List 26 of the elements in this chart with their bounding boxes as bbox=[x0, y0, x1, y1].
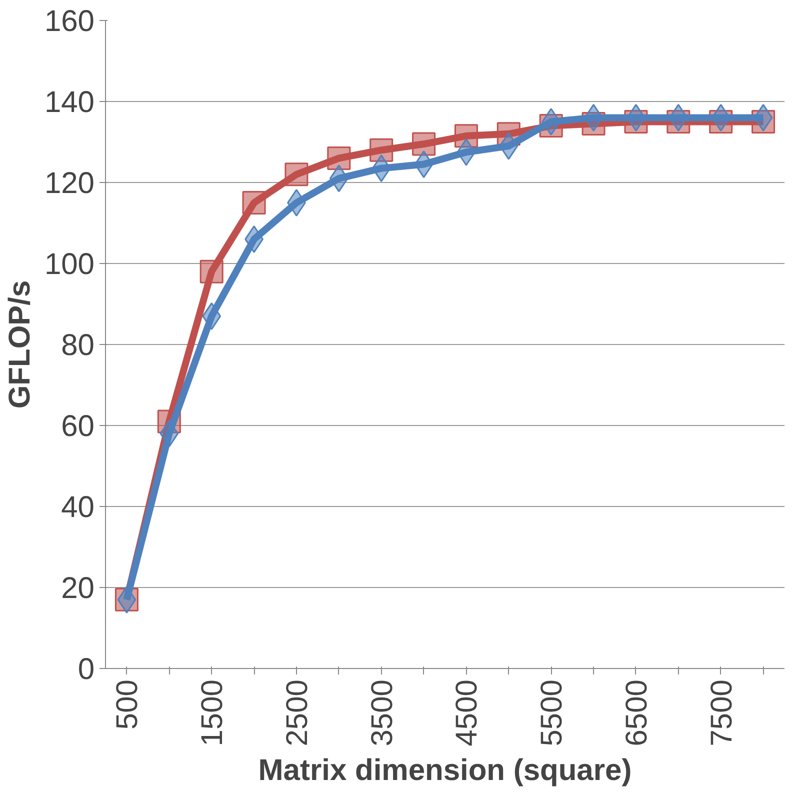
x-tick-label: 5500 bbox=[536, 679, 569, 746]
y-tick-label: 20 bbox=[61, 572, 95, 605]
point bbox=[370, 138, 394, 162]
y-tick-label: 40 bbox=[61, 491, 95, 524]
y-tick-label: 160 bbox=[44, 5, 95, 38]
x-tick-label: 6500 bbox=[620, 679, 654, 746]
point bbox=[327, 146, 351, 170]
point bbox=[200, 260, 224, 284]
y-tick-label: 100 bbox=[44, 248, 95, 281]
y-tick-label: 80 bbox=[61, 329, 95, 362]
x-tick-label: 7500 bbox=[705, 679, 738, 746]
point bbox=[242, 191, 266, 214]
y-tick-label: 0 bbox=[78, 653, 95, 686]
point bbox=[284, 162, 308, 186]
x-axis-title: Matrix dimension (square) bbox=[258, 754, 632, 788]
y-axis-title: GFLOP/s bbox=[3, 280, 36, 409]
y-tick-label: 140 bbox=[44, 86, 95, 119]
x-tick-label: 4500 bbox=[450, 679, 484, 746]
x-tick-label: 3500 bbox=[366, 679, 399, 746]
point bbox=[542, 108, 561, 136]
x-tick-label: 1500 bbox=[196, 679, 230, 746]
x-tick-label: 2500 bbox=[280, 679, 314, 746]
y-tick-label: 60 bbox=[61, 410, 95, 443]
x-tick-label: 500 bbox=[111, 679, 144, 730]
point bbox=[412, 132, 436, 156]
y-tick-label: 120 bbox=[44, 167, 95, 200]
